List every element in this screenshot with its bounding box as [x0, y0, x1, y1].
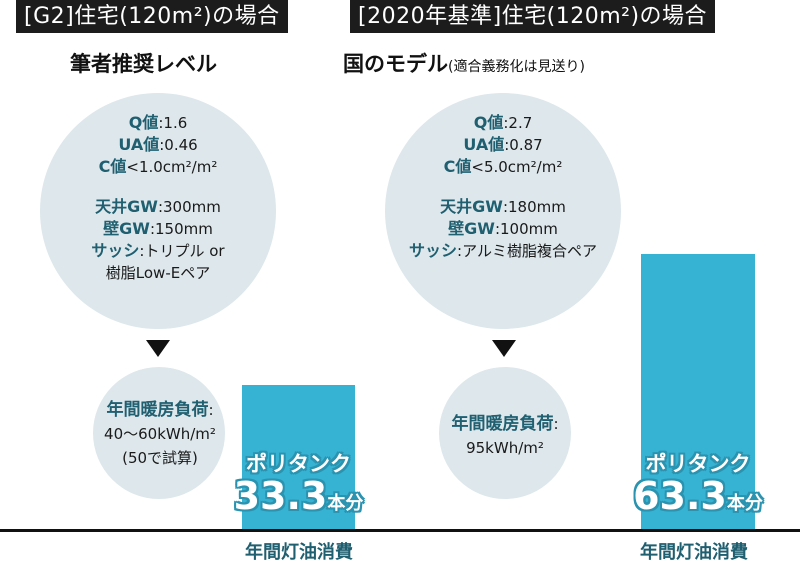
left-bar [242, 385, 355, 530]
left-wall-gw: 壁GW:150mm [103, 219, 213, 238]
right-sash: サッシ:アルミ樹脂複合ペア [409, 241, 597, 260]
left-load-circle [93, 367, 225, 499]
right-ua-value: UA値:0.87 [463, 135, 543, 154]
left-subtitle: 筆者推奨レベル [70, 52, 217, 76]
left-x-label: 年間灯油消費 [245, 542, 353, 563]
left-sash-2: 樹脂Low-Eペア [105, 264, 211, 282]
right-heating-load: 年間暖房負荷: 95kWh/m² [451, 414, 559, 457]
left-sash: サッシ:トリプル or [91, 241, 225, 260]
right-subtitle: 国のモデル(適合義務化は見送り) [343, 52, 585, 76]
right-x-label: 年間灯油消費 [640, 542, 748, 563]
left-spec-circle [40, 93, 276, 329]
right-spec-circle [385, 93, 621, 329]
left-ua-value: UA値:0.46 [118, 135, 198, 154]
baseline [0, 529, 800, 532]
right-load-circle [439, 367, 571, 499]
down-arrow-icon [146, 340, 170, 357]
left-bar-label: ポリタンク 33.3本分 [233, 452, 364, 518]
right-spec-list: Q値:2.7 UA値:0.87 C値<5.0cm²/m² 天井GW:180mm … [365, 112, 641, 262]
right-q-value: Q値:2.7 [473, 113, 533, 132]
right-bar [641, 254, 755, 530]
left-heating-load: 年間暖房負荷: 40〜60kWh/m² (50で試算) [104, 400, 216, 467]
right-bar-label: ポリタンク 63.3本分 [633, 452, 763, 518]
left-header: [G2]住宅(120m²)の場合 [16, 0, 288, 33]
down-arrow-icon [492, 340, 516, 357]
left-q-value: Q値:1.6 [128, 113, 188, 132]
right-ceiling-gw: 天井GW:180mm [440, 197, 566, 216]
left-spec-list: Q値:1.6 UA値:0.46 C値<1.0cm²/m² 天井GW:300mm … [40, 112, 276, 284]
left-ceiling-gw: 天井GW:300mm [95, 197, 221, 216]
right-header: [2020年基準]住宅(120m²)の場合 [350, 0, 716, 33]
right-c-value: C値<5.0cm²/m² [443, 157, 563, 176]
right-wall-gw: 壁GW:100mm [448, 219, 558, 238]
left-c-value: C値<1.0cm²/m² [98, 157, 218, 176]
